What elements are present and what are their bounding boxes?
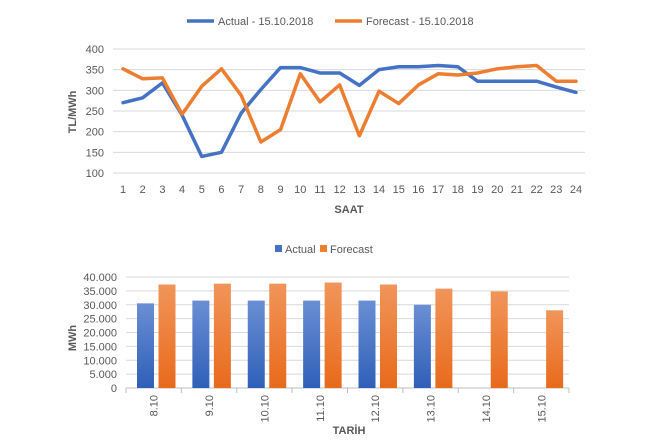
bar-forecast — [490, 291, 508, 388]
bar-y-tick-label: 20.000 — [83, 328, 117, 340]
line-x-tick-label: 18 — [452, 184, 464, 196]
line-y-tick-label: 250 — [86, 106, 104, 118]
line-y-tick-label: 300 — [86, 85, 104, 97]
line-x-tick-label: 1 — [120, 184, 126, 196]
line-x-tick-label: 17 — [432, 184, 444, 196]
bar-forecast — [435, 288, 453, 388]
line-y-tick-label: 350 — [86, 65, 104, 77]
bar-y-tick-label: 25.000 — [83, 314, 117, 326]
line-y-axis-title: TL/MWh — [67, 90, 79, 133]
bar-actual — [303, 300, 321, 388]
legend-label: Forecast — [330, 244, 373, 256]
bar-y-tick-label: 35.000 — [83, 286, 117, 298]
bar-x-tick-label: 13.10 — [426, 395, 438, 423]
line-x-ticks: 1 2 3 4 5 6 7 8 9 10 11 12 13 14 15 16 17 18 19 20 21 22 23 24 — [120, 184, 582, 196]
bar-y-tick-label: 10.000 — [83, 355, 117, 367]
bar-x-tick-label: 10.10 — [259, 395, 271, 423]
line-y-tick-label: 200 — [86, 127, 104, 139]
line-x-tick-label: 9 — [278, 184, 284, 196]
bar-actual — [358, 300, 376, 388]
bar-x-tick-label: 15.10 — [536, 395, 548, 423]
bar-x-ticks: 8.10 9.10 10.10 11.10 12.10 13.10 14.10 15.10 — [125, 388, 570, 423]
bar-actual — [247, 300, 265, 388]
line-x-tick-label: 14 — [373, 184, 385, 196]
bar-y-axis-title: MWh — [67, 325, 79, 352]
line-y-tick-label: 100 — [86, 168, 104, 180]
legend-label: Actual — [285, 244, 316, 256]
bar-x-tick-label: 12.10 — [370, 395, 382, 423]
line-series-forecast — [121, 63, 578, 144]
bar-series — [137, 282, 564, 388]
line-chart: Actual - 15.10.2018 Forecast - 15.10.2018… — [67, 16, 585, 216]
line-x-tick-label: 21 — [511, 184, 523, 196]
line-y-ticks: 100 150 200 250 300 350 400 — [86, 44, 104, 180]
line-legend: Actual - 15.10.2018 Forecast - 15.10.2018 — [187, 16, 474, 28]
line-y-tick-label: 150 — [86, 147, 104, 159]
bar-actual — [413, 304, 431, 388]
line-x-tick-label: 8 — [258, 184, 264, 196]
line-x-tick-label: 2 — [140, 184, 146, 196]
line-x-tick-label: 12 — [334, 184, 346, 196]
line-x-tick-label: 10 — [294, 184, 306, 196]
legend-label: Forecast - 15.10.2018 — [366, 16, 474, 28]
line-x-tick-label: 19 — [471, 184, 483, 196]
bar-forecast — [269, 283, 287, 388]
line-x-tick-label: 6 — [218, 184, 224, 196]
bar-x-tick-label: 9.10 — [204, 395, 216, 416]
bar-x-tick-label: 8.10 — [149, 395, 161, 416]
line-x-tick-label: 11 — [314, 184, 325, 196]
bar-y-tick-label: 5.000 — [89, 369, 117, 381]
line-x-tick-label: 22 — [530, 184, 542, 196]
line-x-tick-label: 23 — [550, 184, 562, 196]
bar-x-tick-label: 14.10 — [481, 395, 493, 423]
line-x-tick-label: 7 — [238, 184, 244, 196]
line-series-actual — [121, 63, 578, 159]
line-x-tick-label: 16 — [412, 184, 424, 196]
line-x-tick-label: 13 — [353, 184, 365, 196]
bar-forecast — [213, 283, 231, 388]
bar-y-tick-label: 15.000 — [83, 341, 117, 353]
line-x-tick-label: 20 — [491, 184, 503, 196]
legend-label: Actual - 15.10.2018 — [218, 16, 313, 28]
legend-swatch — [275, 245, 282, 252]
bar-forecast — [380, 284, 397, 388]
legend-swatch — [320, 245, 327, 252]
bar-y-tick-label: 40.000 — [83, 272, 117, 284]
line-x-tick-label: 5 — [199, 184, 205, 196]
line-y-tick-label: 400 — [86, 44, 104, 56]
bar-x-axis-title: TARİH — [333, 424, 366, 437]
bar-x-tick-label: 11.10 — [315, 395, 327, 422]
bar-y-tick-label: 30.000 — [83, 300, 117, 312]
line-x-tick-label: 24 — [570, 184, 582, 196]
bar-forecast — [546, 310, 564, 388]
line-x-tick-label: 3 — [159, 184, 165, 196]
bar-legend: Actual Forecast — [275, 244, 373, 256]
line-x-tick-label: 15 — [393, 184, 405, 196]
line-series — [121, 63, 578, 159]
line-x-tick-label: 4 — [179, 184, 185, 196]
bar-y-tick-label: 0 — [111, 383, 117, 395]
line-x-axis-title: SAAT — [334, 204, 363, 216]
bar-actual — [137, 303, 154, 388]
bar-forecast — [158, 284, 176, 388]
bar-forecast — [324, 282, 342, 388]
bar-actual — [192, 300, 210, 388]
